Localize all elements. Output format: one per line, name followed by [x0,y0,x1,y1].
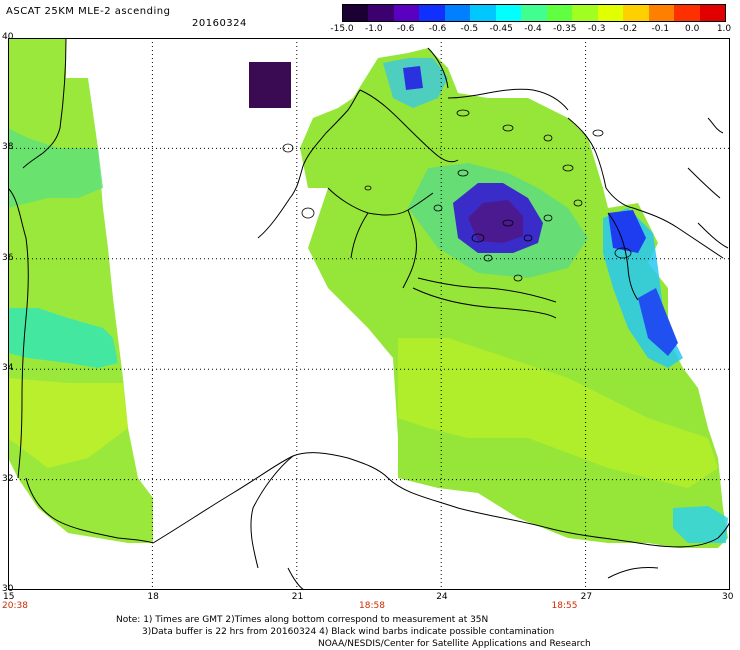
colorbar-tick-label: -0.45 [489,24,513,34]
colorbar-swatch [444,5,471,21]
colorbar-tick-label: -0.4 [524,24,542,34]
colorbar [342,4,726,22]
low-value-north [403,66,423,90]
colorbar-swatch [393,5,420,21]
swath-right-lime [398,338,718,488]
colorbar-swatch [597,5,624,21]
colorbar-tick-label: -0.35 [553,24,577,34]
colorbar-tick-label: -0.6 [396,24,415,34]
colorbar-swatch [648,5,675,21]
colorbar-tick-label: -0.3 [587,24,606,34]
colorbar-swatch [419,5,445,21]
footer-note-3: NOAA/NESDIS/Center for Satellite Applica… [318,639,591,649]
lat-tick-label: 32 [2,473,14,484]
colorbar-tick-label: 1.0 [716,24,732,34]
footer-note-1: Note: 1) Times are GMT 2)Times along bot… [116,615,489,625]
colorbar-tick-label: -0.1 [651,24,670,34]
swath-south-cyan [673,506,728,543]
grid-lines [8,38,730,590]
time-label: 20:38 [2,601,28,611]
colorbar-tick-label: -15.0 [330,24,354,34]
map-title: ASCAT 25KM MLE-2 ascending [6,6,171,17]
colorbar-tick-label: -0.5 [460,24,479,34]
time-label: 18:55 [551,601,578,611]
time-label: 18:58 [359,601,385,611]
lon-tick-label: 15 [3,592,15,602]
low-value-east-strip [638,288,678,356]
colorbar-swatch [546,5,573,21]
map-plot [8,38,730,590]
outlier-block-north [249,62,291,108]
lon-tick-label: 18 [147,592,159,602]
colorbar-swatch [521,5,547,21]
swath-left-cyan-band [8,308,118,368]
lat-tick-label: 36 [2,252,14,263]
lat-tick-label: 34 [2,363,14,374]
data-swaths [8,38,728,548]
swath-left-green [8,128,103,208]
colorbar-swatch [674,5,700,21]
map-frame [8,38,730,590]
colorbar-swatch [699,5,726,21]
low-value-east [608,210,646,253]
colorbar-tick-label: -0.6 [428,24,447,34]
lon-tick-label: 27 [580,592,593,602]
colorbar-tick-label: -1.0 [365,24,383,34]
lat-tick-label: 30 [2,584,14,594]
swath-left-lime [8,378,128,468]
coastline [8,38,730,590]
colorbar-swatch [368,5,394,21]
lat-tick-label: 40 [2,32,14,42]
colorbar-swatch [495,5,522,21]
colorbar-tick-label: 0.0 [684,24,700,34]
lon-tick-label: 24 [436,592,448,602]
footer-note-2: 3)Data buffer is 22 hrs from 20160324 4)… [142,627,555,637]
colorbar-swatch [572,5,598,21]
colorbar-labels: -15.0 -1.0 -0.6 -0.6 -0.5 -0.45 -0.4 -0.35 -0.3 -… [330,24,732,36]
colorbar-swatch [343,5,369,21]
lat-tick-label: 38 [2,142,14,153]
colorbar-swatch [623,5,649,21]
colorbar-swatch [470,5,496,21]
map-date: 20160324 [192,18,247,29]
lon-tick-label: 30 [722,592,734,602]
low-value-core [468,200,523,243]
colorbar-tick-label: -0.2 [619,24,638,34]
swath-left [8,38,153,543]
islands [282,109,632,282]
lon-tick-label: 21 [291,592,304,602]
